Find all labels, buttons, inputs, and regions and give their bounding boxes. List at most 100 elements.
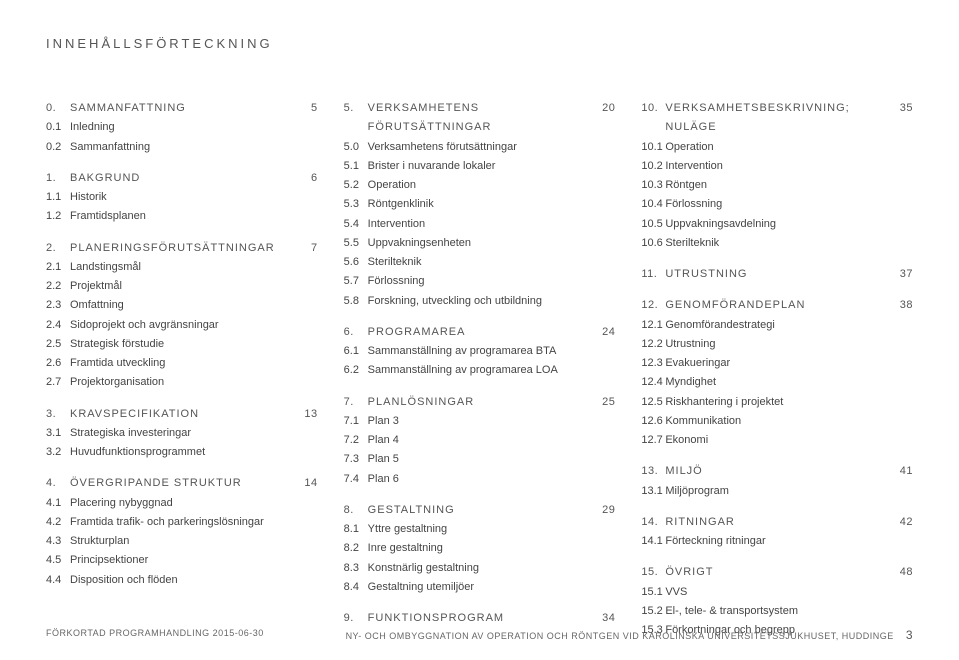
toc-item: 5.5Uppvakningsenheten bbox=[344, 234, 616, 253]
toc-item: 15.1VVS bbox=[641, 583, 913, 602]
toc-item-label: Operation bbox=[665, 138, 913, 157]
toc-item: 15.2El-, tele- & transportsystem bbox=[641, 602, 913, 621]
toc-section-number: 5. bbox=[344, 99, 368, 138]
toc-item-label: Strategiska investeringar bbox=[70, 424, 318, 443]
toc-section-label: ÖVERGRIPANDE STRUKTUR bbox=[70, 474, 294, 493]
toc-item-label: Landstingsmål bbox=[70, 258, 318, 277]
toc-item-label: Uppvakningsavdelning bbox=[665, 215, 913, 234]
toc-item: 2.4Sidoprojekt och avgränsningar bbox=[46, 316, 318, 335]
toc-item-label: Sammanfattning bbox=[70, 138, 318, 157]
toc-item-label: Historik bbox=[70, 188, 318, 207]
toc-section-label: UTRUSTNING bbox=[665, 265, 889, 284]
toc-item: 12.5Riskhantering i projektet bbox=[641, 393, 913, 412]
toc-item-label: Plan 3 bbox=[368, 412, 616, 431]
toc-item: 8.2Inre gestaltning bbox=[344, 539, 616, 558]
toc-section-head: 3.KRAVSPECIFIKATION13 bbox=[46, 405, 318, 424]
toc-item-label: Plan 6 bbox=[368, 470, 616, 489]
toc-item-label: Inledning bbox=[70, 118, 318, 137]
toc-item-label: Inre gestaltning bbox=[368, 539, 616, 558]
toc-item-number: 6.1 bbox=[344, 342, 368, 361]
toc-item: 3.2Huvudfunktionsprogrammet bbox=[46, 443, 318, 462]
toc-section-page: 35 bbox=[889, 99, 913, 138]
toc-item: 10.1Operation bbox=[641, 138, 913, 157]
toc-item-label: Sterilteknik bbox=[665, 234, 913, 253]
toc-section: 8.GESTALTNING298.1Yttre gestaltning8.2In… bbox=[344, 501, 616, 597]
toc-item-number: 0.1 bbox=[46, 118, 70, 137]
toc-item-label: VVS bbox=[665, 583, 913, 602]
toc-item-number: 15.1 bbox=[641, 583, 665, 602]
toc-item-label: Framtida utveckling bbox=[70, 354, 318, 373]
toc-item: 4.4Disposition och flöden bbox=[46, 571, 318, 590]
toc-item-number: 12.5 bbox=[641, 393, 665, 412]
toc-section-head: 6.PROGRAMAREA24 bbox=[344, 323, 616, 342]
toc-item-label: Utrustning bbox=[665, 335, 913, 354]
toc-section-page: 38 bbox=[889, 296, 913, 315]
toc-item-number: 1.1 bbox=[46, 188, 70, 207]
toc-item-number: 5.3 bbox=[344, 195, 368, 214]
toc-item-number: 6.2 bbox=[344, 361, 368, 380]
toc-section-label: FUNKTIONSPROGRAM bbox=[368, 609, 592, 628]
toc-section-number: 10. bbox=[641, 99, 665, 138]
toc-item: 12.4Myndighet bbox=[641, 373, 913, 392]
toc-item-number: 7.4 bbox=[344, 470, 368, 489]
toc-item-label: Sidoprojekt och avgränsningar bbox=[70, 316, 318, 335]
toc-item: 5.3Röntgenklinik bbox=[344, 195, 616, 214]
toc-section-label: VERKSAMHETSBESKRIVNING; NULÄGE bbox=[665, 99, 889, 138]
toc-item-number: 5.5 bbox=[344, 234, 368, 253]
toc-item-label: El-, tele- & transportsystem bbox=[665, 602, 913, 621]
toc-section: 11.UTRUSTNING37 bbox=[641, 265, 913, 284]
toc-item-label: Gestaltning utemiljöer bbox=[368, 578, 616, 597]
toc-section-page: 42 bbox=[889, 513, 913, 532]
toc-item-label: Sammanställning av programarea LOA bbox=[368, 361, 616, 380]
toc-item-label: Intervention bbox=[368, 215, 616, 234]
toc-item-number: 7.1 bbox=[344, 412, 368, 431]
toc-item-label: Intervention bbox=[665, 157, 913, 176]
toc-section-label: MILJÖ bbox=[665, 462, 889, 481]
toc-item-number: 5.6 bbox=[344, 253, 368, 272]
toc-item: 3.1Strategiska investeringar bbox=[46, 424, 318, 443]
toc-section-head: 14.RITNINGAR42 bbox=[641, 513, 913, 532]
toc-section: 9.FUNKTIONSPROGRAM34 bbox=[344, 609, 616, 628]
toc-section-label: PLANERINGSFÖRUTSÄTTNINGAR bbox=[70, 239, 294, 258]
toc-section-page: 5 bbox=[294, 99, 318, 118]
toc-item: 10.6Sterilteknik bbox=[641, 234, 913, 253]
toc-item-label: Röntgen bbox=[665, 176, 913, 195]
toc-section-page: 14 bbox=[294, 474, 318, 493]
toc-item: 14.1Förteckning ritningar bbox=[641, 532, 913, 551]
toc-item: 2.1Landstingsmål bbox=[46, 258, 318, 277]
toc-item-number: 12.1 bbox=[641, 316, 665, 335]
toc-item: 12.2Utrustning bbox=[641, 335, 913, 354]
toc-section-number: 2. bbox=[46, 239, 70, 258]
toc-section-label: VERKSAMHETENS FÖRUTSÄTTNINGAR bbox=[368, 99, 592, 138]
toc-item-number: 2.5 bbox=[46, 335, 70, 354]
toc-item-label: Förteckning ritningar bbox=[665, 532, 913, 551]
toc-item: 5.6Sterilteknik bbox=[344, 253, 616, 272]
toc-section-page: 34 bbox=[591, 609, 615, 628]
toc-section-number: 6. bbox=[344, 323, 368, 342]
toc-section-number: 8. bbox=[344, 501, 368, 520]
toc-section-head: 11.UTRUSTNING37 bbox=[641, 265, 913, 284]
toc-item-label: Plan 5 bbox=[368, 450, 616, 469]
toc-section-number: 14. bbox=[641, 513, 665, 532]
toc-section-label: GESTALTNING bbox=[368, 501, 592, 520]
toc-section-label: ÖVRIGT bbox=[665, 563, 889, 582]
toc-section: 1.BAKGRUND61.1Historik1.2Framtidsplanen bbox=[46, 169, 318, 227]
toc-item-number: 2.3 bbox=[46, 296, 70, 315]
toc-item: 5.0Verksamhetens förutsättningar bbox=[344, 138, 616, 157]
footer-right-text: NY- OCH OMBYGGNATION AV OPERATION OCH RÖ… bbox=[346, 631, 894, 641]
toc-item-number: 10.2 bbox=[641, 157, 665, 176]
toc-item-number: 12.3 bbox=[641, 354, 665, 373]
toc-item: 4.5Principsektioner bbox=[46, 551, 318, 570]
toc-item: 2.6Framtida utveckling bbox=[46, 354, 318, 373]
toc-section-label: SAMMANFATTNING bbox=[70, 99, 294, 118]
toc-item-label: Myndighet bbox=[665, 373, 913, 392]
toc-section-page: 25 bbox=[591, 393, 615, 412]
toc-section-number: 1. bbox=[46, 169, 70, 188]
toc-item-number: 8.2 bbox=[344, 539, 368, 558]
toc-item: 2.3Omfattning bbox=[46, 296, 318, 315]
toc-item: 12.6Kommunikation bbox=[641, 412, 913, 431]
toc-item-number: 12.6 bbox=[641, 412, 665, 431]
toc-item: 2.2Projektmål bbox=[46, 277, 318, 296]
toc-section-page: 41 bbox=[889, 462, 913, 481]
toc-item-label: Uppvakningsenheten bbox=[368, 234, 616, 253]
